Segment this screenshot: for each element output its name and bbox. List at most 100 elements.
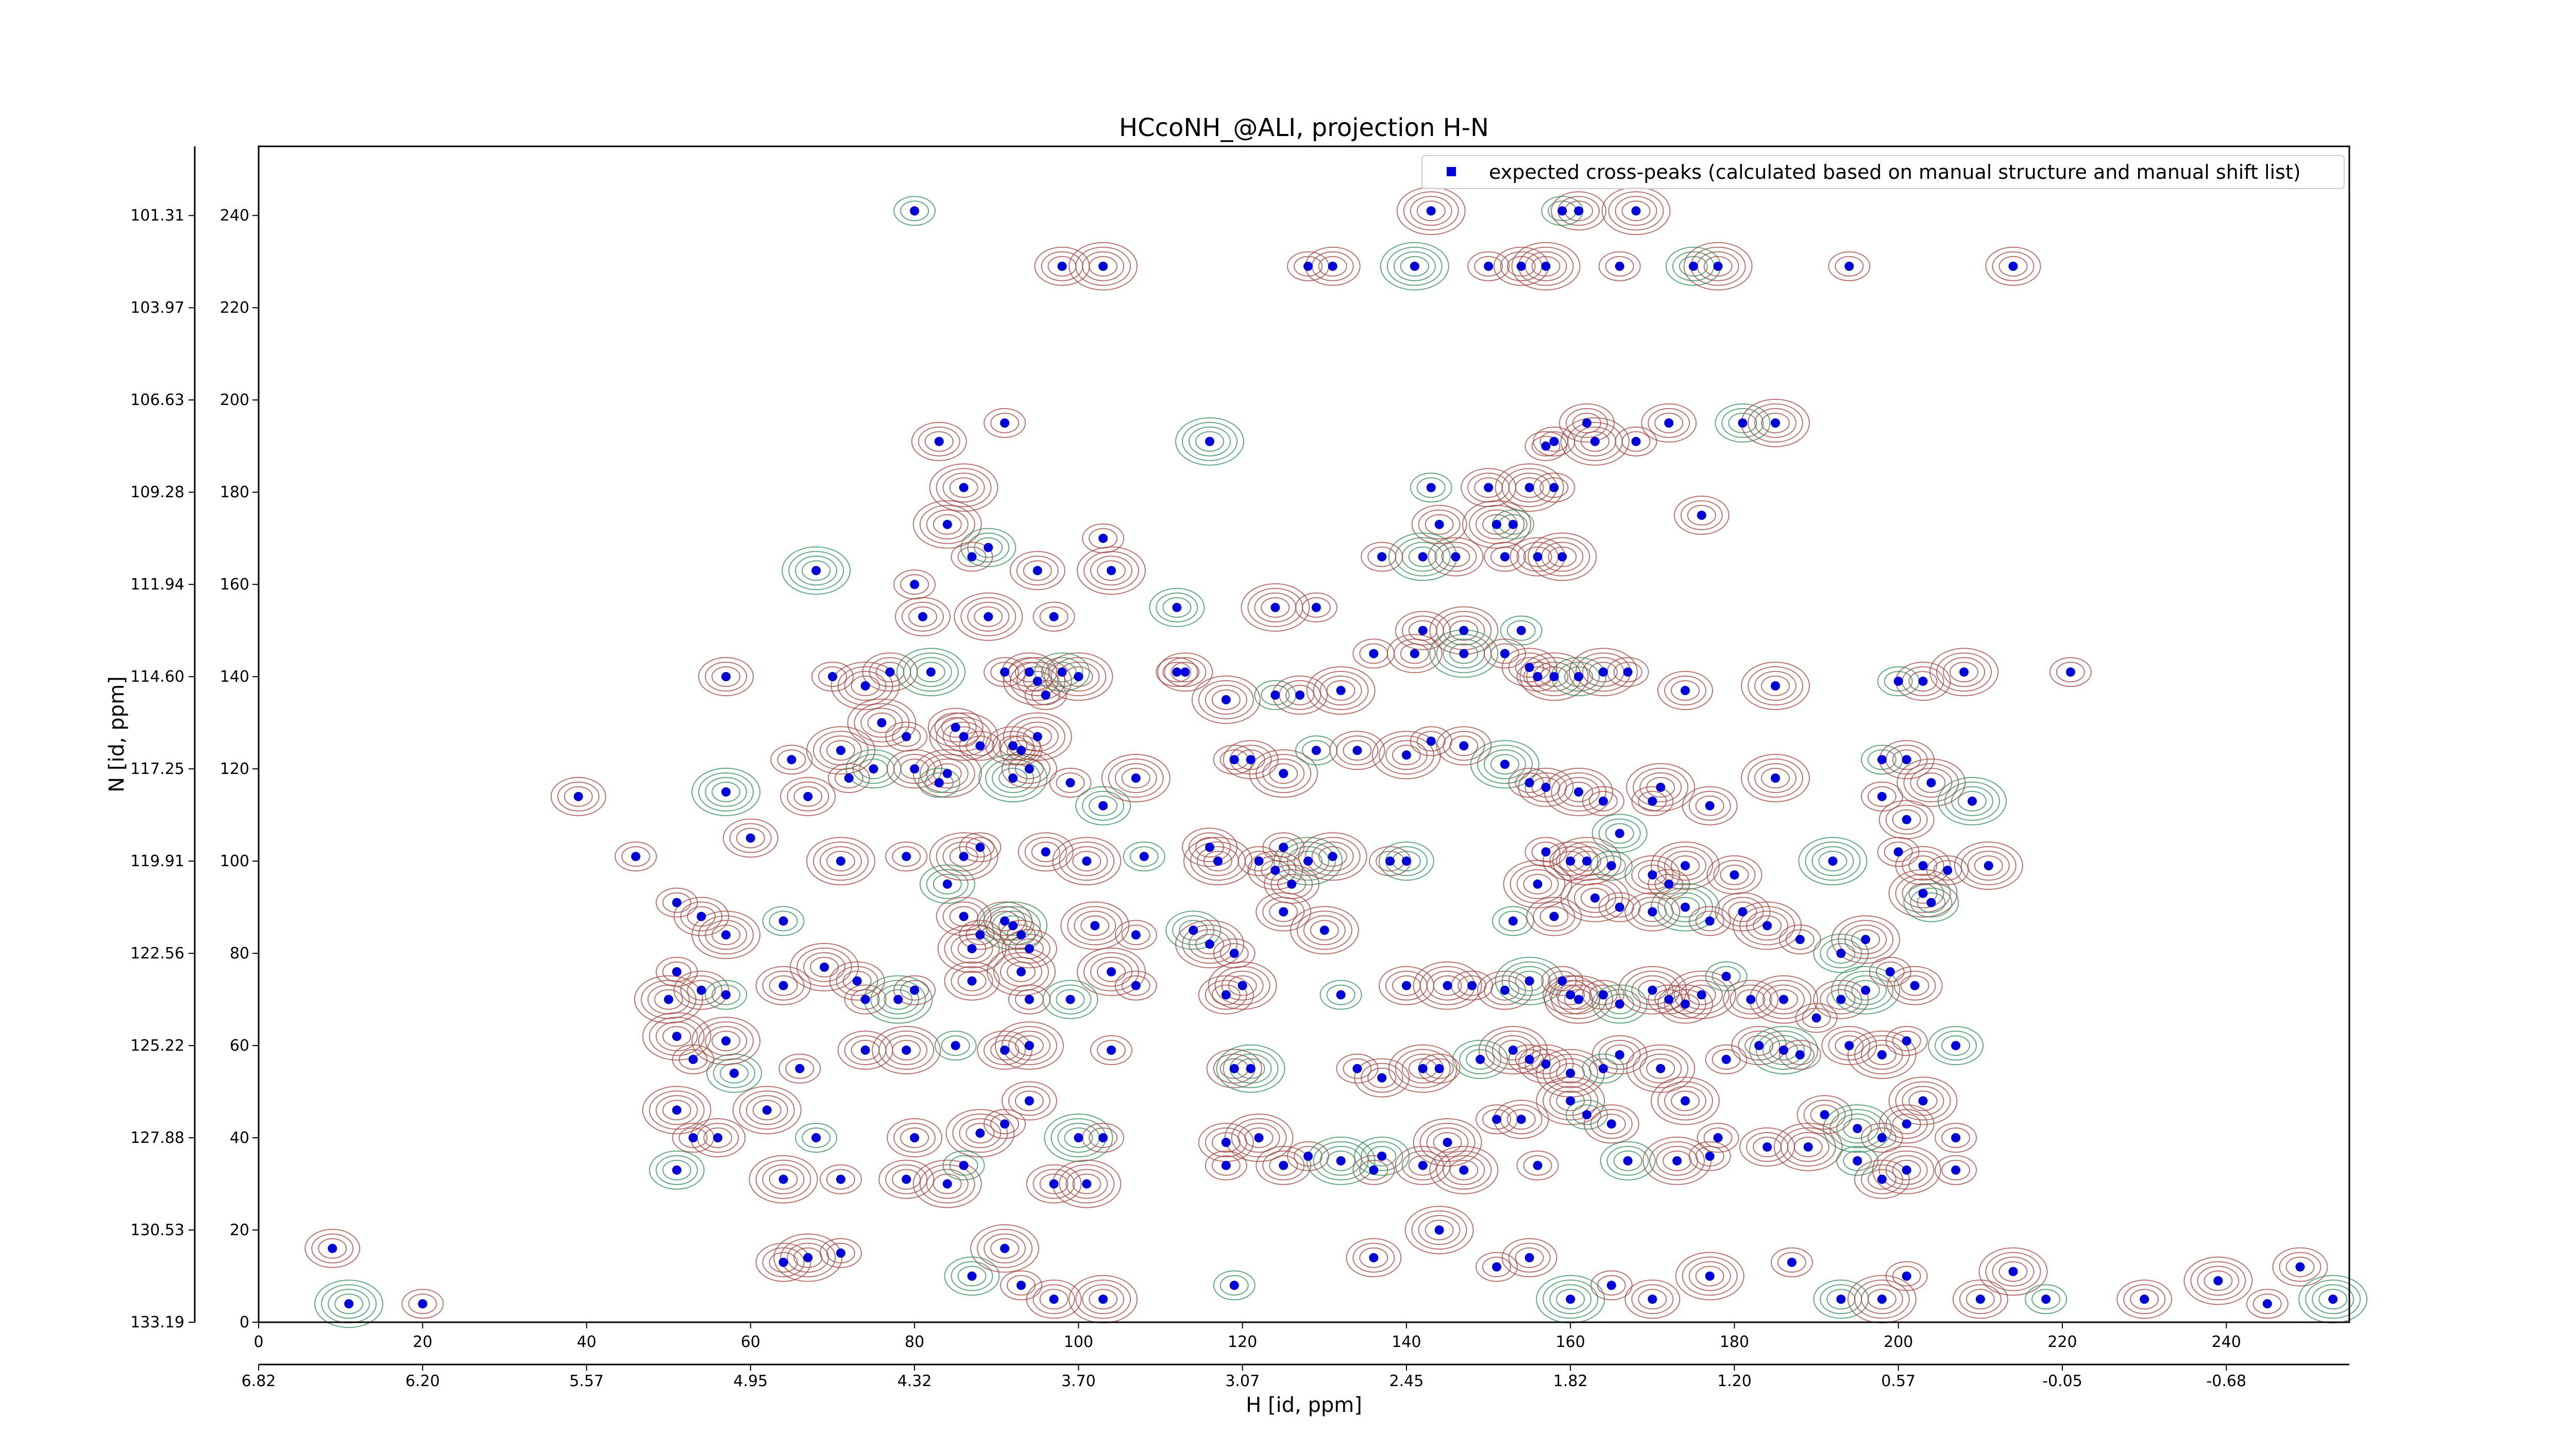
contour-ring bbox=[1425, 514, 1454, 535]
x-index-tick-label: 140 bbox=[1392, 1333, 1421, 1351]
contour-ring bbox=[1590, 1109, 1633, 1139]
contour-ring bbox=[1688, 1261, 1731, 1291]
contour-ring bbox=[662, 892, 691, 913]
contour-ring bbox=[1867, 786, 1896, 807]
contour-ring bbox=[2246, 1289, 2289, 1319]
contour-ring bbox=[1867, 1169, 1896, 1190]
contour-ring bbox=[1606, 1145, 1649, 1176]
cross-peak-marker bbox=[1762, 921, 1772, 931]
contour-ring bbox=[1408, 1155, 1437, 1176]
cross-peak-marker bbox=[1426, 483, 1436, 493]
cross-peak-marker bbox=[1598, 990, 1608, 1000]
contour-ring bbox=[1182, 422, 1238, 461]
contour-ring bbox=[1433, 975, 1462, 996]
contour-ring bbox=[1798, 837, 1868, 886]
contour-ring bbox=[1310, 920, 1339, 941]
contour-ring bbox=[893, 196, 936, 226]
contour-ring bbox=[1449, 1159, 1479, 1181]
cross-peak-marker bbox=[1836, 995, 1846, 1004]
contour-ring bbox=[1741, 662, 1810, 710]
contour-ring bbox=[1080, 915, 1110, 936]
contour-ring bbox=[769, 1169, 798, 1190]
contour-ring bbox=[1059, 1164, 1115, 1204]
contour-ring bbox=[1482, 1256, 1511, 1277]
contour-ring bbox=[826, 1169, 855, 1190]
contour-ring bbox=[1121, 924, 1150, 946]
contour-ring bbox=[1958, 790, 1987, 812]
contour-ring bbox=[1950, 662, 1979, 683]
contour-ring bbox=[1449, 735, 1479, 756]
contour-ring bbox=[1413, 1118, 1482, 1167]
cross-peak-marker bbox=[1541, 441, 1551, 451]
cross-peak-marker bbox=[893, 995, 903, 1004]
contour-ring bbox=[1568, 648, 1638, 697]
contour-ring bbox=[673, 897, 730, 936]
contour-ring bbox=[793, 1247, 823, 1268]
contour-ring bbox=[826, 851, 855, 872]
cross-peak-marker bbox=[836, 1174, 845, 1184]
contour-ring bbox=[755, 966, 811, 1005]
contour-ring bbox=[1203, 851, 1232, 872]
contour-ring bbox=[1313, 671, 1369, 710]
contour-ring bbox=[662, 1159, 691, 1181]
contour-ring bbox=[1034, 652, 1090, 692]
x-ppm-tick-label: 4.95 bbox=[733, 1372, 768, 1390]
cross-peak-marker bbox=[1738, 418, 1748, 428]
contour-ring bbox=[1590, 1270, 1633, 1301]
x-index-tick-label: 80 bbox=[905, 1333, 924, 1351]
cross-peak-marker bbox=[1467, 981, 1477, 990]
cross-peak-marker bbox=[1098, 1133, 1108, 1142]
cross-peak-marker bbox=[984, 612, 993, 621]
contour-ring bbox=[1082, 523, 1125, 553]
contour-ring bbox=[1663, 1150, 1692, 1171]
contour-ring bbox=[1249, 749, 1318, 798]
cross-peak-marker bbox=[1311, 746, 1321, 755]
y-ppm-tick-label: 109.28 bbox=[130, 483, 184, 501]
contour-ring bbox=[1416, 200, 1446, 222]
contour-ring bbox=[1221, 970, 1264, 1001]
y-index-tick-label: 160 bbox=[220, 576, 249, 594]
contour-ring bbox=[1649, 1141, 1705, 1181]
cross-peak-marker bbox=[1697, 990, 1706, 1000]
cross-peak-marker bbox=[1508, 916, 1518, 926]
contour-ring bbox=[1443, 1155, 1485, 1185]
y-index-tick-label: 120 bbox=[220, 760, 249, 778]
contour-ring bbox=[1844, 975, 1887, 1005]
contour-ring bbox=[908, 606, 937, 627]
cross-peak-marker bbox=[1705, 916, 1715, 926]
contour-ring bbox=[1057, 662, 1100, 692]
contour-ring bbox=[802, 1127, 831, 1148]
contour-ring bbox=[1044, 652, 1113, 701]
contour-ring bbox=[1683, 242, 1753, 291]
cross-peak-marker bbox=[1705, 1271, 1715, 1281]
contour-ring bbox=[970, 1224, 1040, 1273]
cross-peak-marker bbox=[1049, 612, 1059, 621]
cross-peak-marker bbox=[959, 1160, 969, 1170]
contour-ring bbox=[985, 906, 1041, 946]
contour-ring bbox=[1206, 1049, 1262, 1088]
contour-ring bbox=[878, 1159, 935, 1199]
contour-ring bbox=[993, 952, 1049, 991]
contour-ring bbox=[1516, 1150, 1559, 1181]
contour-ring bbox=[1298, 832, 1367, 881]
contour-ring bbox=[1175, 417, 1244, 466]
cross-peak-marker bbox=[1631, 206, 1641, 216]
contour-ring bbox=[1769, 989, 1798, 1010]
contour-ring bbox=[679, 1127, 708, 1148]
cross-peak-marker bbox=[1032, 677, 1042, 686]
contour-ring bbox=[1935, 1123, 1977, 1153]
cross-peak-marker bbox=[1246, 1064, 1256, 1073]
cross-peak-marker bbox=[1295, 690, 1304, 700]
contour-ring bbox=[965, 924, 995, 946]
contour-ring bbox=[919, 1164, 975, 1204]
contour-ring bbox=[1044, 1114, 1113, 1162]
contour-ring bbox=[1056, 989, 1085, 1010]
cross-peak-marker bbox=[1877, 1294, 1887, 1304]
contour-ring bbox=[1598, 251, 1641, 281]
contour-ring bbox=[1943, 657, 1986, 687]
contour-ring bbox=[1519, 652, 1589, 701]
contour-ring bbox=[1998, 1261, 2028, 1282]
contour-ring bbox=[711, 666, 741, 687]
contour-ring bbox=[1885, 1155, 1928, 1185]
cross-peak-marker bbox=[1656, 782, 1666, 792]
